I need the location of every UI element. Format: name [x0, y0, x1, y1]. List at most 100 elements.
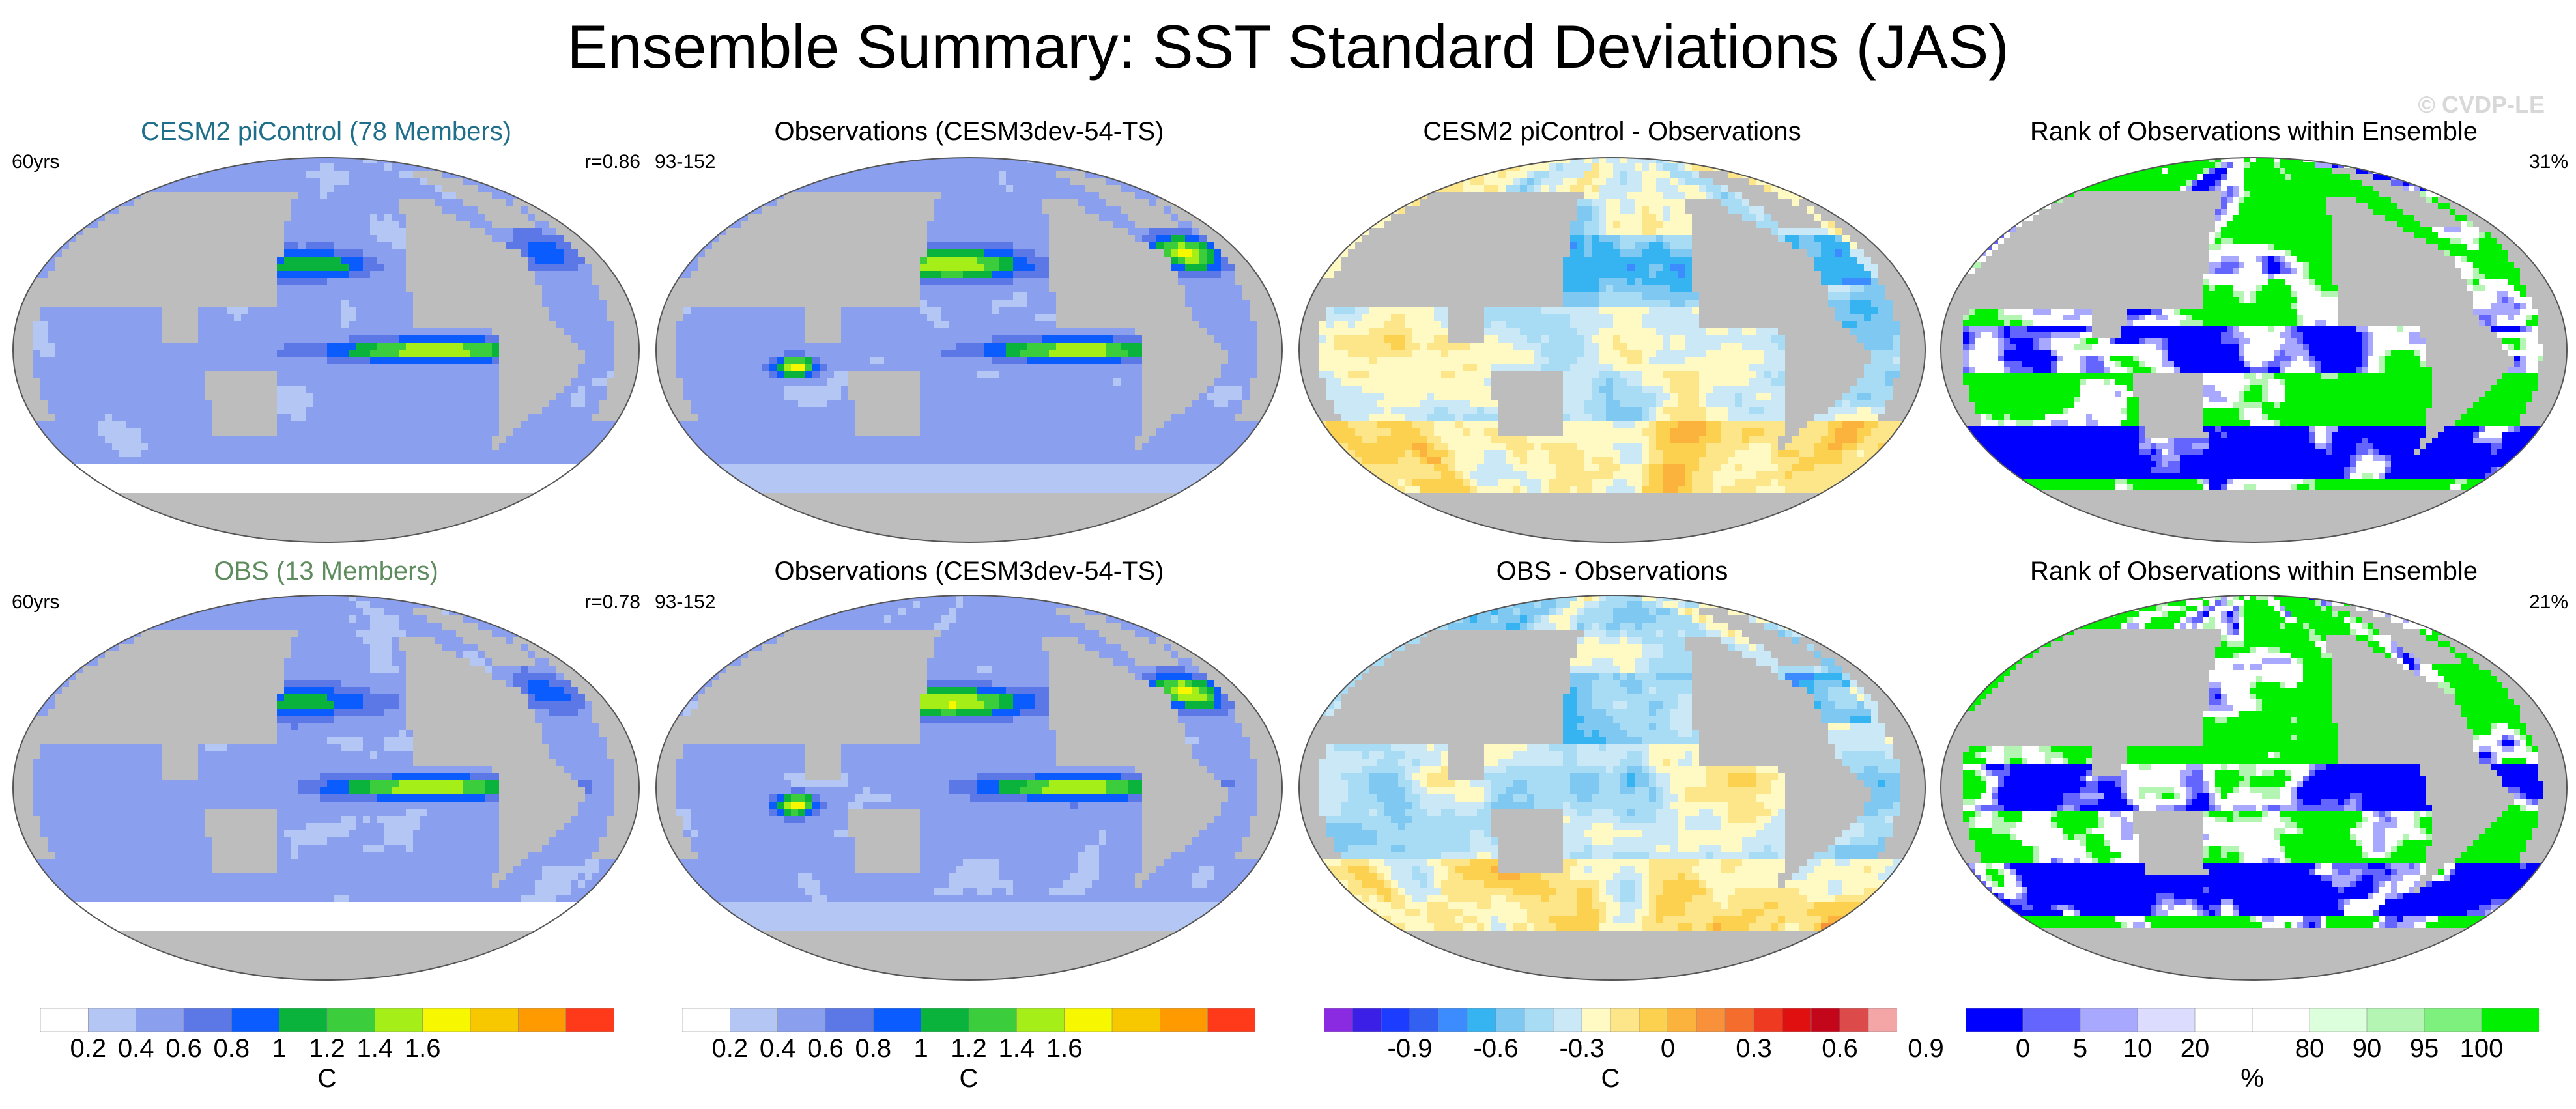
- map-cell: [370, 214, 378, 221]
- map-cell: [356, 371, 364, 379]
- map-cell: [734, 257, 741, 264]
- map-cell: [513, 493, 521, 501]
- map-cell: [370, 393, 378, 400]
- map-cell: [334, 178, 342, 186]
- map-cell: [1078, 271, 1085, 279]
- map-cell: [470, 457, 478, 465]
- map-cell: [513, 292, 521, 300]
- map-cell: [306, 242, 313, 250]
- map-cell: [177, 457, 184, 465]
- map-cell: [356, 464, 364, 472]
- map-cell: [420, 242, 428, 250]
- map-cell: [449, 214, 457, 221]
- map-cell: [392, 400, 399, 408]
- map-cell: [805, 264, 813, 272]
- map-cell: [277, 400, 285, 408]
- map-cell: [542, 335, 550, 343]
- map-cell: [949, 192, 956, 200]
- map-cell: [349, 285, 356, 293]
- map-cell: [564, 357, 571, 365]
- map-cell: [119, 292, 127, 300]
- map-cell: [970, 214, 978, 221]
- map-cell: [535, 321, 543, 329]
- map-cell: [1207, 242, 1214, 250]
- map-cell: [155, 185, 163, 193]
- map-cell: [341, 328, 349, 336]
- map-cell: [384, 507, 392, 515]
- map-cell: [413, 486, 421, 494]
- map-cell: [298, 464, 306, 472]
- map-cell: [83, 328, 91, 336]
- map-cell: [542, 242, 550, 250]
- map-cell: [1214, 271, 1222, 279]
- map-cell: [970, 249, 978, 257]
- map-cell: [513, 206, 521, 214]
- map-cell: [162, 264, 170, 272]
- map-cell: [413, 407, 421, 415]
- map-cell: [970, 185, 978, 193]
- map-cell: [1128, 206, 1136, 214]
- map-cell: [370, 493, 378, 501]
- map-cell: [126, 321, 134, 329]
- map-cell: [1250, 257, 1257, 264]
- map-cell: [112, 479, 120, 486]
- map-cell: [999, 163, 1007, 171]
- map-cell: [848, 271, 856, 279]
- map-cell: [263, 493, 270, 501]
- map-cell: [913, 221, 921, 229]
- map-cell: [521, 235, 528, 243]
- map-cell: [306, 264, 313, 272]
- map-cell: [820, 206, 827, 214]
- map-cell: [1149, 271, 1157, 279]
- map-cell: [69, 378, 77, 386]
- map-cell: [220, 378, 227, 386]
- map-cell: [112, 400, 120, 408]
- map-cell: [442, 192, 450, 200]
- map-cell: [578, 321, 586, 329]
- map-cell: [499, 357, 507, 365]
- map-cell: [126, 371, 134, 379]
- map-cell: [762, 264, 770, 272]
- map-cell: [855, 228, 863, 236]
- map-cell: [270, 457, 278, 465]
- map-cell: [1178, 271, 1186, 279]
- map-cell: [277, 192, 285, 200]
- map-cell: [255, 300, 263, 307]
- map-cell: [492, 300, 500, 307]
- map-cell: [148, 371, 156, 379]
- map-cell: [320, 386, 328, 393]
- map-cell: [521, 192, 528, 200]
- map-cell: [535, 386, 543, 393]
- map-cell: [535, 228, 543, 236]
- map-cell: [406, 171, 414, 178]
- map-cell: [542, 357, 550, 365]
- map-cell: [528, 436, 536, 443]
- map-cell: [241, 185, 249, 193]
- map-cell: [370, 321, 378, 329]
- map-cell: [435, 185, 442, 193]
- map-cell: [241, 529, 249, 537]
- map-cell: [406, 493, 414, 501]
- map-cell: [1128, 249, 1136, 257]
- map-cell: [91, 257, 98, 264]
- map-cell: [1214, 249, 1222, 257]
- map-cell: [291, 178, 299, 186]
- map-cell: [270, 386, 278, 393]
- map-cell: [999, 264, 1007, 272]
- map-cell: [341, 343, 349, 350]
- map-cell: [406, 357, 414, 365]
- map-cell: [248, 221, 256, 229]
- map-cell: [442, 300, 450, 307]
- map-cell: [119, 414, 127, 422]
- map-cell: [198, 414, 206, 422]
- map-cell: [542, 471, 550, 479]
- map-cell: [112, 235, 120, 243]
- map-cell: [535, 371, 543, 379]
- map-cell: [614, 371, 622, 379]
- map-cell: [891, 264, 899, 272]
- map-cell: [1135, 271, 1143, 279]
- map-cell: [571, 436, 579, 443]
- map-cell: [248, 249, 256, 257]
- map-cell: [456, 307, 464, 315]
- map-cell: [1027, 185, 1035, 193]
